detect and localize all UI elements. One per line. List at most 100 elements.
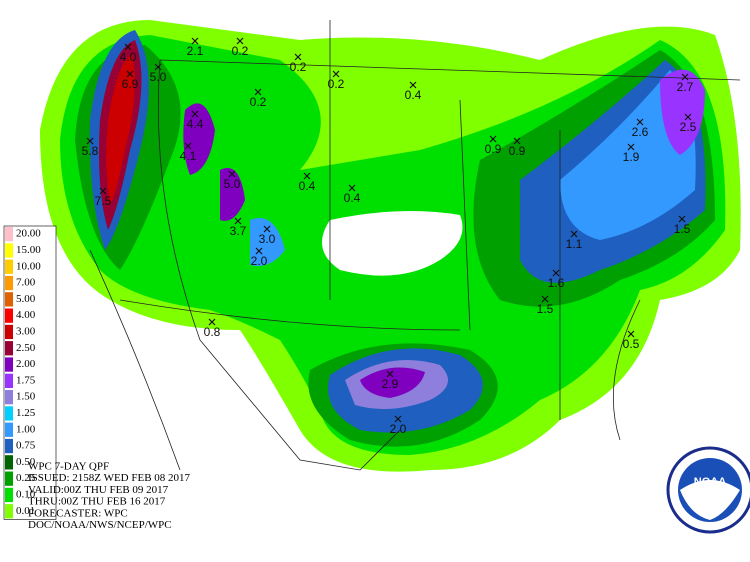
point-label: 2.0 [251, 254, 268, 268]
point-label: 0.2 [328, 77, 345, 91]
point-marker [86, 137, 94, 145]
point-marker [678, 215, 686, 223]
point-label: 7.5 [95, 194, 112, 208]
legend: 20.00 15.00 10.00 7.00 5.00 4.00 3.00 2.50 2.00 1… [3, 225, 57, 520]
point-marker [394, 415, 402, 423]
point-labels: 4.0 5.0 6.9 2.1 0.2 0.2 0.2 0.2 0.4 5.8 7.5 4.4 4.1 5… [82, 37, 697, 436]
legend-swatch [5, 341, 13, 356]
point-marker [234, 217, 242, 225]
legend-swatch [5, 275, 13, 291]
point-marker [254, 88, 262, 96]
legend-frame [3, 225, 57, 520]
point-label: 2.6 [632, 125, 649, 139]
point-label: 5.8 [82, 144, 99, 158]
point-label: 0.2 [250, 95, 267, 109]
info-line: VALID:00Z THU FEB 09 2017 [28, 484, 169, 496]
point-marker [513, 137, 521, 145]
borders [89, 20, 741, 471]
point-label: 0.4 [299, 179, 316, 193]
info-line: THRU:00Z THU FEB 16 2017 [28, 496, 166, 508]
legend-swatch [5, 292, 13, 307]
legend-label: 0.50 [16, 456, 36, 468]
legend-label: 20.00 [16, 228, 41, 240]
point-marker [386, 370, 394, 378]
legend-label: 0.25 [16, 472, 36, 484]
point-marker [154, 63, 162, 71]
point-label: 2.5 [680, 120, 697, 134]
point-marker [191, 37, 199, 45]
legend-swatch [5, 471, 13, 486]
info-line: DOC/NOAA/NWS/NCEP/WPC [28, 519, 172, 531]
point-marker [541, 295, 549, 303]
legend-swatch [5, 308, 13, 323]
point-label: 2.9 [382, 377, 399, 391]
point-label: 6.9 [122, 77, 139, 91]
legend-label: 0.75 [16, 440, 36, 452]
legend-label: 4.00 [16, 309, 36, 321]
point-marker [263, 225, 271, 233]
point-label: 4.4 [187, 117, 204, 131]
noaa-logo: NOAA [666, 446, 750, 534]
point-label: 4.0 [120, 50, 137, 64]
point-marker [236, 37, 244, 45]
point-label: 0.2 [232, 44, 249, 58]
point-label: 0.9 [509, 144, 526, 158]
point-label: 1.5 [537, 302, 554, 316]
point-label: 1.6 [548, 276, 565, 290]
legend-swatch [5, 422, 13, 437]
point-label: 0.5 [623, 337, 640, 351]
point-marker [409, 81, 417, 89]
point-label: 0.9 [485, 142, 502, 156]
legend-swatch [5, 406, 13, 421]
point-marker [124, 43, 132, 51]
legend-label: 2.00 [16, 358, 36, 370]
legend-swatch [5, 243, 13, 258]
legend-label: 1.75 [16, 374, 36, 386]
point-label: 1.5 [674, 222, 691, 236]
point-marker [191, 110, 199, 118]
legend-label: 1.00 [16, 423, 36, 435]
logo-text: NOAA [694, 476, 726, 488]
point-label: 4.1 [180, 149, 197, 163]
point-marker [627, 143, 635, 151]
point-label: 5.0 [224, 177, 241, 191]
point-label: 5.0 [150, 70, 167, 84]
point-label: 2.1 [187, 44, 204, 58]
point-marker [294, 53, 302, 61]
legend-label: 3.00 [16, 325, 36, 337]
point-marker [303, 172, 311, 180]
point-label: 2.0 [390, 422, 407, 436]
point-marker [228, 170, 236, 178]
point-label: 0.4 [344, 191, 361, 205]
point-label: 0.4 [405, 88, 422, 102]
legend-swatch [5, 438, 13, 454]
point-label: 0.2 [290, 60, 307, 74]
legend-label: 5.00 [16, 293, 36, 305]
legend-swatch [5, 324, 13, 340]
legend-swatch [5, 259, 13, 274]
point-marker [99, 187, 107, 195]
point-label: 2.7 [677, 80, 694, 94]
legend-swatch [5, 455, 13, 470]
legend-label: 0.01 [16, 505, 35, 517]
info-line: ISSUED: 2158Z WED FEB 08 2017 [28, 472, 191, 484]
point-marker [627, 330, 635, 338]
precip-fields [40, 20, 741, 472]
point-marker [348, 184, 356, 192]
point-marker [489, 135, 497, 143]
point-marker [126, 70, 134, 78]
point-marker [636, 118, 644, 126]
legend-swatch [5, 390, 13, 405]
point-marker [184, 142, 192, 150]
point-marker [332, 70, 340, 78]
info-line: FORECASTER: WPC [28, 507, 128, 519]
legend-swatch [5, 357, 13, 372]
point-marker [255, 247, 263, 255]
legend-label: 15.00 [16, 244, 41, 256]
point-label: 3.7 [230, 224, 247, 238]
legend-label: 0.10 [16, 488, 36, 500]
point-label: 1.9 [623, 150, 640, 164]
legend-label: 1.50 [16, 391, 36, 403]
point-marker [684, 113, 692, 121]
